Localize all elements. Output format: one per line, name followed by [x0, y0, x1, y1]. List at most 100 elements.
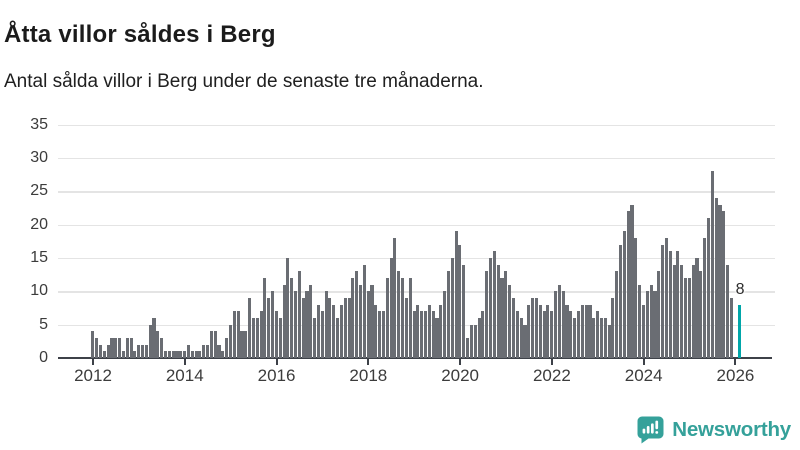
bar [148, 324, 152, 358]
bar [175, 351, 179, 358]
bar [638, 284, 642, 358]
bar [684, 277, 688, 358]
bar [726, 264, 730, 358]
bar [374, 304, 378, 358]
bar [515, 311, 519, 358]
bar [160, 337, 164, 358]
bar [106, 344, 110, 358]
bar [462, 264, 466, 358]
bar [550, 311, 554, 358]
bar [324, 291, 328, 358]
bar [263, 277, 267, 358]
bar [355, 271, 359, 358]
bar [435, 317, 439, 358]
bar [156, 331, 160, 358]
gridline [58, 257, 775, 260]
x-axis-label: 2024 [624, 366, 663, 385]
bar [703, 237, 707, 358]
bar [251, 317, 255, 358]
bar [209, 331, 213, 358]
bar [118, 337, 122, 358]
bar [546, 304, 550, 358]
bar [351, 277, 355, 358]
y-axis-label: 0 [39, 349, 48, 366]
bar [206, 344, 210, 358]
bar [91, 331, 95, 358]
gridline [58, 224, 775, 227]
bar [592, 317, 596, 358]
bar [687, 277, 691, 358]
bar [511, 297, 516, 358]
bar [347, 297, 351, 358]
bar [225, 337, 229, 358]
bar [454, 231, 458, 358]
bar [561, 291, 565, 358]
bar [232, 311, 236, 358]
bar [626, 211, 630, 358]
newsworthy-wordmark: Newsworthy [672, 418, 791, 441]
bar [183, 351, 187, 358]
bar [202, 344, 206, 358]
bar [664, 237, 668, 358]
bar [228, 324, 233, 358]
bar [599, 317, 603, 358]
bar [393, 237, 397, 358]
y-axis-label: 10 [30, 282, 48, 300]
gridline [58, 191, 775, 193]
bar [389, 257, 393, 358]
bar [362, 264, 366, 358]
bar [267, 297, 271, 358]
bar [286, 257, 290, 358]
newsworthy-logo-icon [637, 416, 664, 444]
bar [653, 291, 657, 358]
bar [645, 291, 649, 358]
bar [420, 311, 424, 358]
bar [397, 271, 401, 358]
bar [634, 237, 638, 358]
bar [423, 311, 428, 358]
bar [576, 311, 581, 358]
y-axis-label: 35 [30, 115, 48, 133]
chart-subtitle: Antal sålda villor i Berg under de senas… [4, 71, 484, 92]
bar [641, 304, 646, 358]
bar [657, 271, 661, 358]
bar [339, 304, 343, 358]
x-axis-label: 2018 [349, 366, 388, 385]
bar [603, 317, 607, 358]
bar [297, 271, 301, 358]
bar [557, 284, 561, 358]
bar [179, 351, 183, 358]
bar [668, 251, 672, 358]
bar [729, 297, 733, 358]
x-axis-label: 2020 [441, 366, 480, 385]
bar [565, 304, 569, 358]
x-axis-line [58, 357, 772, 359]
bar [301, 297, 305, 358]
bar [328, 297, 332, 358]
bar [244, 331, 248, 358]
bar [481, 311, 485, 358]
bar [661, 244, 665, 358]
bar [469, 324, 473, 358]
bar [427, 304, 431, 358]
bar [439, 304, 443, 358]
x-axis-tick [459, 359, 462, 365]
bar [167, 351, 171, 358]
bar [309, 284, 313, 358]
bar [114, 337, 118, 358]
bar [370, 284, 374, 358]
bar [580, 304, 584, 358]
bar [466, 337, 470, 358]
bar [488, 257, 493, 358]
x-axis-label: 2012 [74, 366, 112, 385]
x-axis-tick [734, 359, 737, 365]
bar [619, 244, 623, 358]
newsworthy-logo: Newsworthy [637, 416, 791, 444]
bar [443, 291, 447, 358]
value-label: 8 [735, 280, 745, 298]
bar [401, 277, 405, 358]
highlighted-bar [737, 304, 741, 358]
x-axis-tick [642, 359, 645, 365]
bar [615, 271, 619, 358]
